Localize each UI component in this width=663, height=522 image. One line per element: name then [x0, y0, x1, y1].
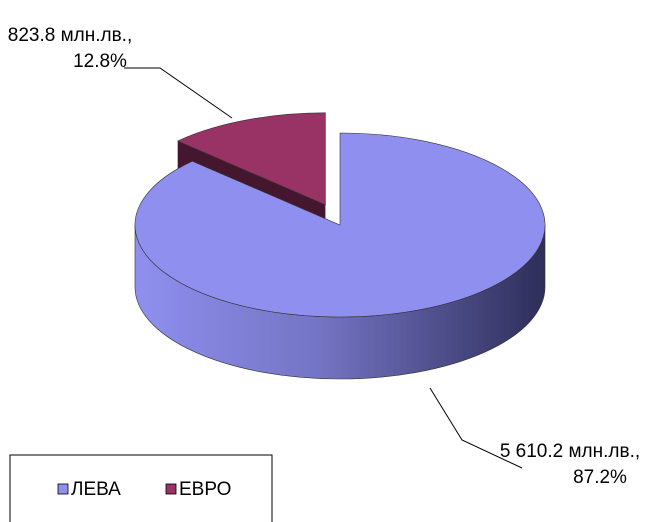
- slice: [134, 132, 546, 318]
- data-label: 5 610.2 млн.лв.,: [500, 441, 640, 462]
- slice: [176, 112, 326, 206]
- legend-swatch: [165, 483, 177, 495]
- data-label: 12.8%: [73, 51, 127, 72]
- legend: ЛЕВА ЕВРО: [9, 454, 273, 522]
- leader-line: [429, 387, 523, 469]
- data-label: 87.2%: [573, 467, 627, 488]
- legend-label: ЛЕВА: [71, 479, 121, 500]
- legend-swatch: [57, 483, 69, 495]
- legend-label: ЕВРО: [179, 479, 231, 500]
- legend-box: [9, 454, 273, 522]
- leader-line: [124, 67, 233, 119]
- data-label: 823.8 млн.лв.,: [8, 25, 132, 46]
